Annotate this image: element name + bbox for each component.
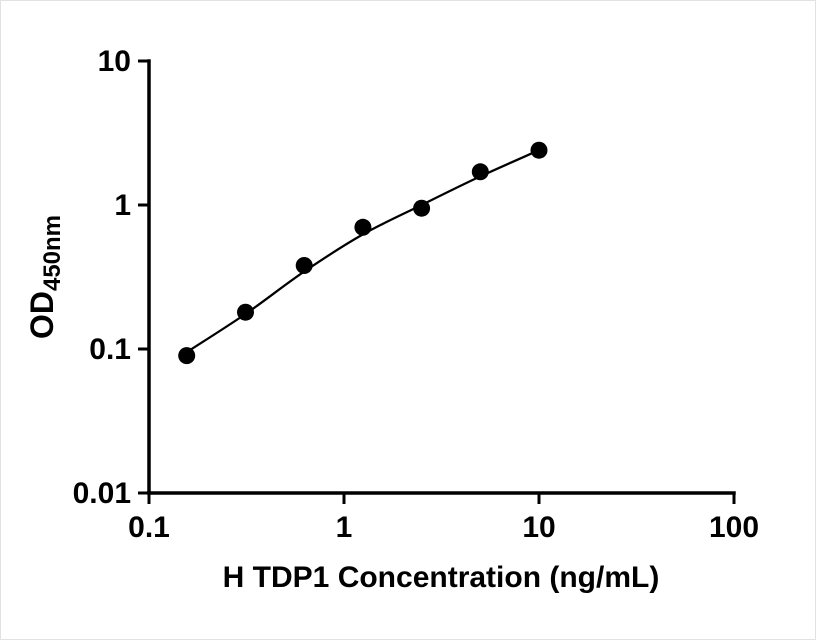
y-tick-label: 1 [114,189,131,222]
axes [147,59,736,495]
x-tick-label: 0.1 [128,511,170,544]
x-tick-label: 10 [522,511,555,544]
fit-curve-line [186,149,540,354]
data-point [295,257,313,274]
y-axis-title: OD450nm [24,215,66,339]
x-axis-title: H TDP1 Concentration (ng/mL) [223,561,660,594]
data-point [354,218,372,236]
data-series [178,141,548,365]
data-point [471,163,489,181]
data-point [530,141,548,159]
y-tick-label: 10 [98,45,131,78]
data-point [413,199,431,217]
data-point [237,303,254,321]
x-tick-label: 100 [709,511,759,544]
y-tick-label: 0.1 [89,333,131,366]
y-axis-title-subscript: 450nm [39,215,66,291]
data-point [178,347,196,365]
x-tick-label: 1 [336,511,353,544]
y-axis-title-main: OD [24,291,60,339]
tick-marks [138,59,736,504]
y-tick-label: 0.01 [73,477,131,510]
